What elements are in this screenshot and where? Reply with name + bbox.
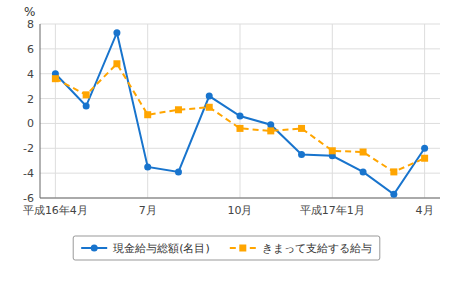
grid-line-x xyxy=(147,24,148,198)
plot-area xyxy=(52,29,428,198)
y-axis xyxy=(40,24,41,198)
y-tick-label: 6 xyxy=(27,43,34,56)
series-point xyxy=(421,145,428,152)
chart: -6-4-202468平成16年4月7月10月平成17年1月4月%現金給与総額(… xyxy=(0,0,453,285)
series-point xyxy=(267,121,274,128)
series-point xyxy=(421,155,428,162)
grid-line-y xyxy=(40,198,440,199)
series-point xyxy=(144,111,151,118)
series-point xyxy=(144,163,151,170)
series-point xyxy=(83,91,90,98)
series-point xyxy=(329,147,336,154)
series-point xyxy=(390,191,397,198)
y-tick-label: 2 xyxy=(27,93,34,106)
y-tick-label: 8 xyxy=(27,18,34,31)
y-tick-label: -4 xyxy=(23,167,34,180)
y-tick-label: 0 xyxy=(27,117,34,130)
series-line xyxy=(55,64,424,172)
grid xyxy=(40,24,440,198)
y-tick-label: 4 xyxy=(27,68,34,81)
legend-item: きまって支給する給与 xyxy=(230,242,372,255)
legend-frame xyxy=(73,236,380,260)
x-axis xyxy=(40,198,440,199)
series-point xyxy=(52,75,59,82)
series-point xyxy=(113,60,120,67)
series-point xyxy=(237,125,244,132)
series-point xyxy=(298,151,305,158)
series-point xyxy=(175,106,182,113)
series-point xyxy=(267,127,274,134)
y-tick-label: -2 xyxy=(23,142,34,155)
legend: 現金給与総額(名目) きまって支給する給与 xyxy=(73,236,380,260)
legend-label: きまって支給する給与 xyxy=(262,242,372,255)
grid-line-x xyxy=(332,24,333,198)
legend-marker xyxy=(239,245,246,252)
grid-line-x xyxy=(424,24,425,198)
series-point xyxy=(237,112,244,119)
series-point xyxy=(113,29,120,36)
x-tick-label: 7月 xyxy=(139,204,157,217)
x-tick-label: 10月 xyxy=(228,204,253,217)
grid-line-x xyxy=(240,24,241,198)
series-point xyxy=(83,103,90,110)
y-axis-label: % xyxy=(24,5,35,19)
series-point xyxy=(206,104,213,111)
legend-marker xyxy=(91,245,98,252)
legend-label: 現金給与総額(名目) xyxy=(113,242,210,255)
series-point xyxy=(360,168,367,175)
legend-item: 現金給与総額(名目) xyxy=(81,242,210,255)
series-point xyxy=(175,168,182,175)
x-tick-label: 平成16年4月 xyxy=(23,204,88,217)
series-line xyxy=(55,33,424,195)
series-point xyxy=(360,149,367,156)
series-point xyxy=(206,93,213,100)
x-tick-label: 平成17年1月 xyxy=(300,204,365,217)
series-point xyxy=(390,168,397,175)
series-point xyxy=(298,125,305,132)
grid-line-x xyxy=(55,24,56,198)
x-tick-label: 4月 xyxy=(416,204,434,217)
